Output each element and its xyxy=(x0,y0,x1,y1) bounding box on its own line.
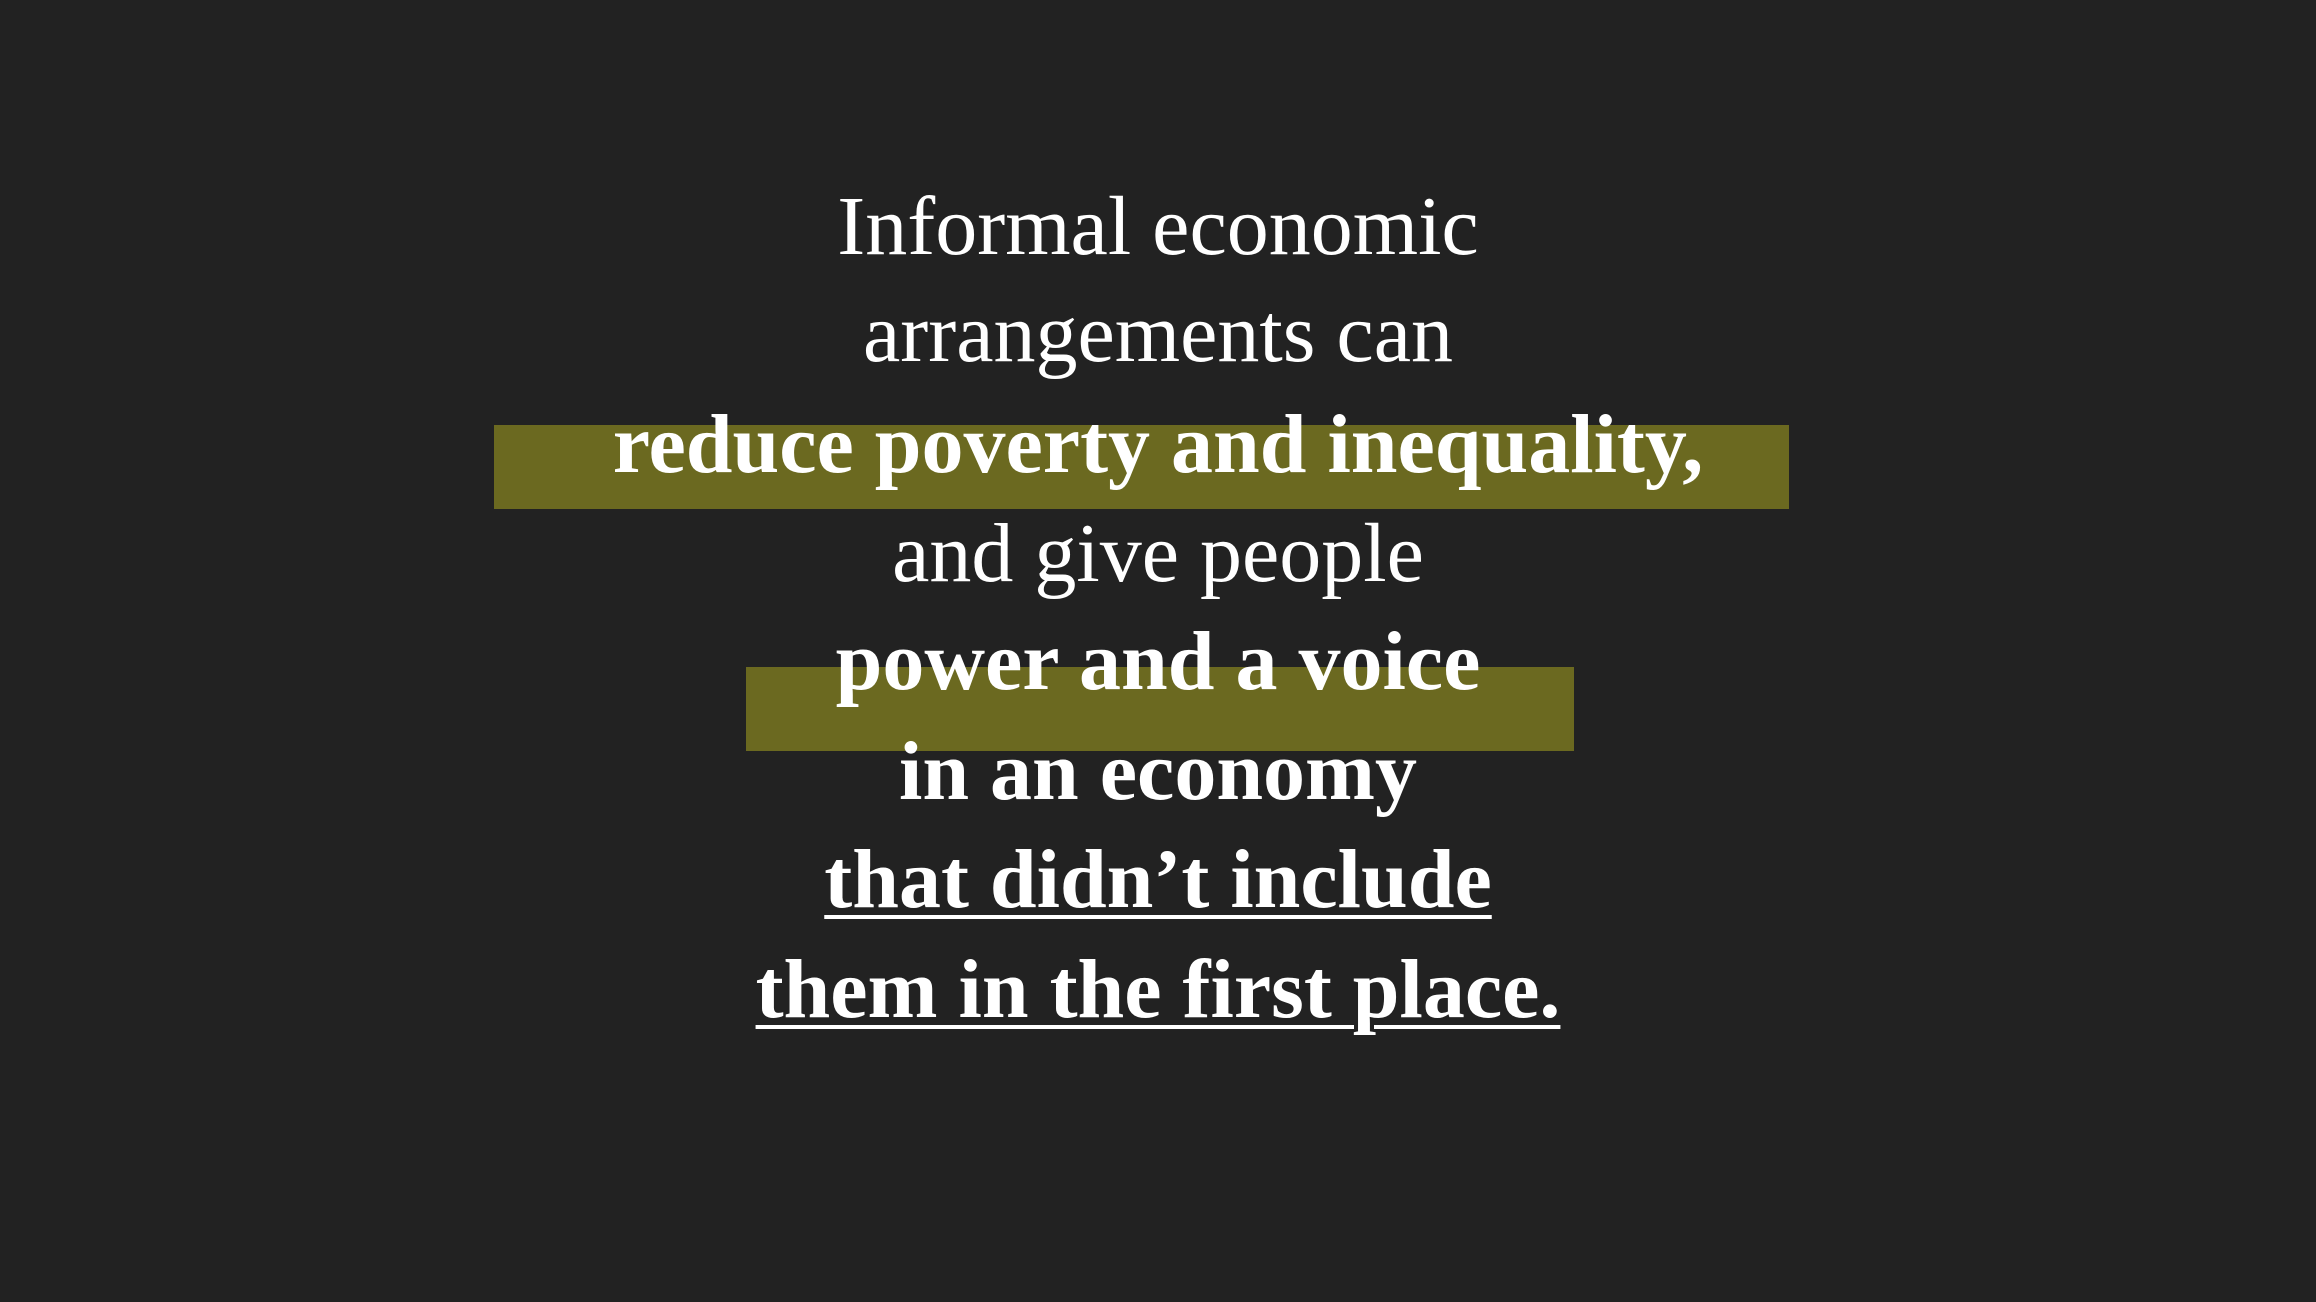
text-line-3-emphasis: reduce poverty and inequality, xyxy=(612,398,1704,491)
highlight-bar-voice xyxy=(746,667,1574,751)
underlined-text-8: them in the first place. xyxy=(755,943,1561,1036)
text-line-5-emphasis: power and a voice xyxy=(835,615,1481,708)
highlight-bar-poverty xyxy=(494,425,1789,509)
underlined-text-7: that didn’t include xyxy=(824,833,1492,926)
text-line-2: arrangements can xyxy=(862,287,1453,380)
text-line-7-underlined: that didn’t include xyxy=(0,838,2316,922)
text-line-4: and give people xyxy=(892,507,1424,600)
text-line-8-underlined: them in the first place. xyxy=(0,948,2316,1032)
text-line-1: Informal economic xyxy=(837,180,1479,273)
text-line-6-emphasis: in an economy xyxy=(898,725,1418,818)
